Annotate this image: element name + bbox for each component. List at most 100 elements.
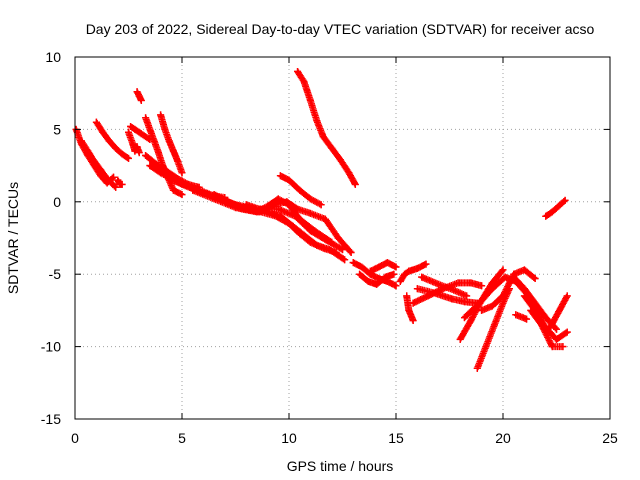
data-point <box>460 314 468 322</box>
data-point <box>349 259 357 267</box>
data-series <box>72 67 571 372</box>
data-point <box>555 308 563 316</box>
series-track-34 <box>527 306 567 351</box>
data-point <box>306 96 314 104</box>
data-point <box>99 128 107 136</box>
series-track-27 <box>418 273 471 300</box>
data-point <box>383 259 391 267</box>
data-point <box>375 263 383 271</box>
data-point <box>317 201 325 209</box>
data-point <box>90 157 98 165</box>
data-point <box>285 176 293 184</box>
data-point <box>341 256 349 264</box>
data-point <box>167 176 175 184</box>
x-tick-label: 15 <box>388 430 404 446</box>
data-point <box>460 298 468 306</box>
data-point <box>159 162 167 170</box>
data-point <box>405 306 413 314</box>
series-track-16 <box>242 201 349 264</box>
data-point <box>300 78 308 86</box>
data-point <box>467 317 475 325</box>
data-point <box>488 302 496 310</box>
data-point <box>210 191 218 199</box>
y-axis-title: SDTVAR / TECUs <box>5 182 21 294</box>
data-point <box>125 154 132 162</box>
data-point <box>347 248 355 256</box>
data-point <box>161 125 169 133</box>
data-point <box>548 208 556 216</box>
data-point <box>366 267 374 275</box>
data-point <box>392 263 400 271</box>
data-point <box>548 343 556 351</box>
data-point <box>351 180 359 188</box>
data-point <box>520 285 528 293</box>
y-tick-label: -15 <box>41 411 61 427</box>
data-point <box>321 215 329 223</box>
data-point <box>142 151 150 159</box>
data-point <box>510 273 518 281</box>
data-point <box>499 266 507 274</box>
series-marker-trail <box>403 292 417 324</box>
data-point <box>413 285 421 293</box>
series-track-23 <box>405 260 430 275</box>
grid <box>75 57 610 419</box>
data-point <box>114 176 122 184</box>
data-point <box>555 202 563 210</box>
data-point <box>431 289 439 297</box>
data-point <box>467 279 475 287</box>
data-point <box>463 292 471 300</box>
data-point <box>169 186 177 194</box>
data-point <box>381 273 389 281</box>
data-point <box>313 117 321 125</box>
y-tick-label: 10 <box>45 49 61 65</box>
data-point <box>553 335 560 343</box>
data-point <box>152 160 160 168</box>
data-point <box>127 123 135 131</box>
data-point <box>499 299 507 307</box>
data-point <box>475 299 483 307</box>
data-point <box>409 299 417 307</box>
data-point <box>112 183 120 191</box>
data-point <box>148 131 156 139</box>
data-point <box>422 260 430 268</box>
data-point <box>169 147 177 155</box>
data-point <box>142 114 150 122</box>
series-track-4 <box>114 176 126 188</box>
x-tick-label: 5 <box>178 430 186 446</box>
data-point <box>296 215 304 223</box>
data-point <box>276 172 284 180</box>
data-point <box>563 292 571 300</box>
data-point <box>499 292 507 300</box>
series-track-5 <box>125 128 143 157</box>
data-point <box>512 311 520 319</box>
data-point <box>456 335 464 343</box>
series-track-37 <box>542 196 569 220</box>
data-point <box>276 212 284 220</box>
data-point <box>478 282 486 290</box>
data-point <box>103 175 111 183</box>
y-tick-label: 5 <box>53 121 61 137</box>
series-track-26 <box>413 285 481 307</box>
x-axis-title: GPS time / hours <box>287 458 394 474</box>
data-point <box>336 156 344 164</box>
data-point <box>531 275 539 283</box>
x-tick-label: 0 <box>71 430 79 446</box>
data-point <box>473 364 481 372</box>
data-point <box>482 343 490 351</box>
series-track-17 <box>276 172 325 209</box>
data-point <box>125 128 132 136</box>
data-point <box>561 196 569 204</box>
data-point <box>328 238 336 246</box>
data-point <box>546 324 554 332</box>
data-point <box>383 277 391 285</box>
series-marker-trail <box>512 311 530 323</box>
data-point <box>157 111 165 119</box>
data-point <box>157 169 165 177</box>
data-point <box>450 286 458 294</box>
data-point <box>563 328 571 336</box>
data-point <box>238 205 246 213</box>
data-point <box>165 137 173 145</box>
data-point <box>319 133 327 141</box>
series-track-3 <box>92 118 132 162</box>
series-track-10 <box>157 111 186 177</box>
